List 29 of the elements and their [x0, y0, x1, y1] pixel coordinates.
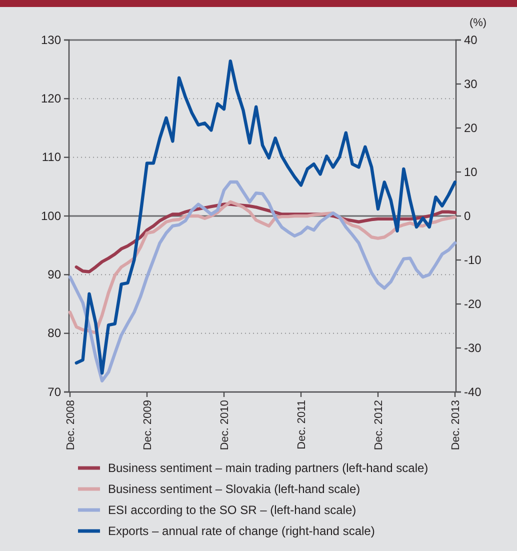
- y2-tick-label: -40: [464, 384, 482, 399]
- legend-label: ESI according to the SO SR – (left-hand scale): [108, 503, 356, 518]
- y2-tick-label: 30: [464, 76, 478, 91]
- y-tick-label: 110: [42, 150, 62, 164]
- y2-axis-title: (%): [469, 17, 487, 29]
- y2-tick-label: 0: [464, 208, 471, 223]
- y-tick-label: 120: [40, 92, 62, 106]
- y-tick-label: 100: [40, 208, 62, 223]
- y-tick-label: 70: [48, 384, 62, 399]
- x-tick-label: Dec. 2013: [450, 400, 462, 450]
- y2-tick-label: 10: [464, 164, 478, 179]
- x-tick-label: Dec. 2012: [372, 400, 385, 450]
- legend-label: Business sentiment – Slovakia (left-hand scale): [108, 482, 360, 496]
- y2-tick-label: -30: [464, 340, 482, 355]
- line-series: [68, 180, 457, 382]
- y2-tick-label: 20: [464, 120, 478, 135]
- x-tick-label: Dec. 2010: [218, 400, 231, 450]
- y-tick-label: 130: [40, 32, 62, 47]
- y2-tick-label: -10: [464, 252, 482, 267]
- legend-label: Business sentiment – main trading partners (left-hand scale): [108, 461, 428, 476]
- y2-tick-label: 40: [464, 32, 478, 47]
- x-tick-label: Dec. 2011: [296, 400, 308, 450]
- y2-tick-label: -20: [464, 296, 482, 311]
- x-tick-label: Dec. 2008: [64, 400, 77, 450]
- y-tick-label: 80: [48, 326, 62, 340]
- x-tick-label: Dec. 2009: [142, 400, 154, 450]
- y-tick-label: 90: [48, 268, 62, 282]
- legend-label: Exports – annual rate of change (right-hand scale): [108, 524, 375, 538]
- line-series: [74, 60, 457, 375]
